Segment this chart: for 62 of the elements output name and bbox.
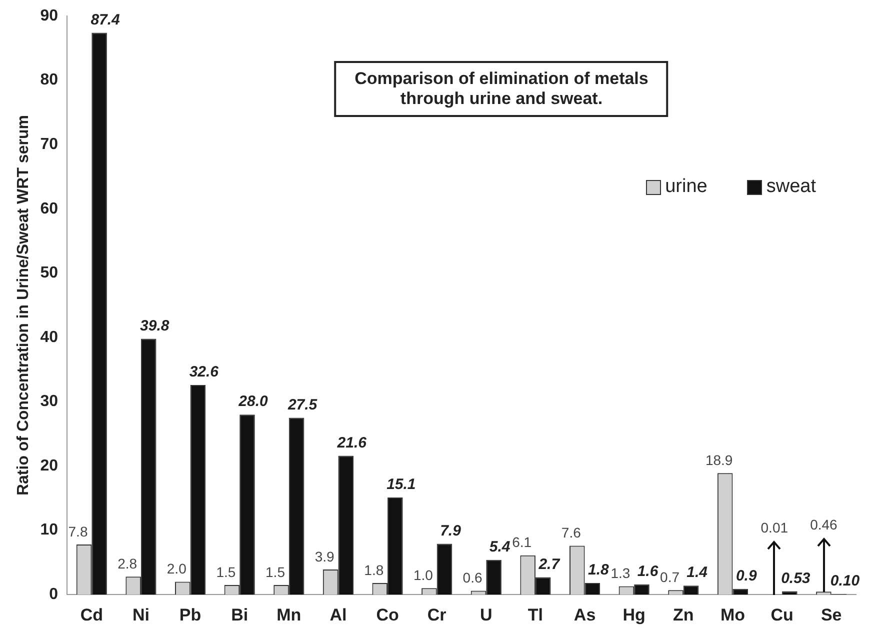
- data-label: 0.7: [660, 568, 680, 585]
- y-axis-title: Ratio of Concentration in Urine/Sweat WRT serum: [15, 115, 32, 496]
- data-label: 0.46: [810, 516, 838, 532]
- data-label: 1.6: [637, 562, 659, 580]
- y-tick-label: 0: [49, 586, 58, 604]
- data-label: 7.6: [561, 524, 582, 541]
- x-tick-label: Mo: [720, 605, 745, 624]
- legend-label: sweat: [766, 176, 816, 198]
- data-label: 27.5: [286, 396, 318, 414]
- data-label: 21.6: [336, 434, 368, 452]
- data-label: 5.4: [489, 538, 511, 556]
- y-tick-label: 30: [40, 393, 58, 410]
- data-label: 0.10: [830, 572, 860, 590]
- data-label: 32.6: [189, 364, 220, 381]
- data-label: 1.3: [610, 565, 630, 582]
- y-tick-label: 90: [40, 7, 58, 24]
- data-label: 1.8: [588, 562, 610, 579]
- data-label: 1.0: [413, 567, 434, 584]
- data-label: 1.5: [216, 564, 236, 580]
- data-label: 0.9: [736, 567, 758, 584]
- data-label: 15.1: [386, 476, 416, 494]
- data-label: 6.1: [512, 534, 532, 550]
- data-label: 0.01: [760, 519, 788, 536]
- data-label: 7.8: [68, 523, 88, 540]
- y-tick-label: 80: [40, 72, 58, 89]
- x-tick-label: Pb: [179, 605, 202, 624]
- data-label: 1.5: [266, 564, 286, 580]
- x-tick-label: Bi: [231, 605, 248, 624]
- x-tick-label: Ni: [132, 605, 150, 624]
- data-label: 2.7: [538, 556, 560, 573]
- data-label: 28.0: [238, 393, 268, 410]
- x-tick-label: Hg: [622, 605, 646, 624]
- y-tick-label: 40: [40, 328, 58, 346]
- x-tick-label: As: [574, 605, 596, 624]
- legend-label: urine: [665, 176, 708, 198]
- data-label: 2.0: [166, 560, 187, 577]
- x-tick-label: Co: [376, 605, 399, 624]
- x-tick-label: Cu: [770, 605, 794, 624]
- y-tick-label: 50: [40, 264, 58, 282]
- x-tick-label: Cd: [80, 605, 103, 624]
- data-label: 7.9: [440, 522, 462, 540]
- x-tick-label: Al: [330, 605, 347, 624]
- x-tick-label: Se: [820, 605, 842, 624]
- data-label: 39.8: [140, 317, 170, 334]
- data-label: 1.4: [686, 564, 708, 582]
- data-label: 87.4: [90, 11, 121, 28]
- x-tick-label: Tl: [528, 605, 544, 624]
- text: Comparison of elimination of metals through urine and sweat.: [334, 61, 668, 117]
- data-label: 1.8: [364, 562, 384, 578]
- y-tick-label: 10: [40, 522, 58, 539]
- y-tick-label: 70: [40, 136, 58, 153]
- x-tick-label: Cr: [427, 605, 447, 624]
- data-label: 0.6: [462, 570, 482, 586]
- y-tick-label: 20: [40, 457, 58, 474]
- x-tick-label: Zn: [673, 605, 694, 624]
- data-label: 18.9: [705, 452, 733, 468]
- data-label: 0.53: [781, 570, 811, 587]
- y-tick-label: 60: [40, 200, 58, 218]
- data-label: 3.9: [314, 548, 335, 564]
- x-tick-label: U: [480, 605, 492, 624]
- x-tick-label: Mn: [276, 605, 302, 624]
- data-label: 2.8: [118, 555, 138, 572]
